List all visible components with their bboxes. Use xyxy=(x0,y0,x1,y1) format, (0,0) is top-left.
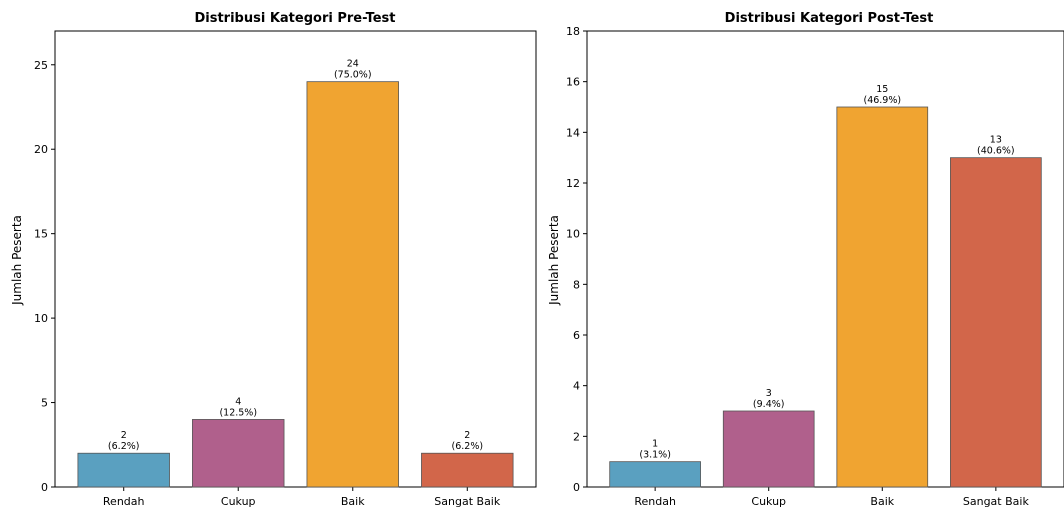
pre-test-data-label-percent: (6.2%) xyxy=(108,441,140,452)
pre-test-xtick-label: Sangat Baik xyxy=(434,495,501,507)
pre-test-ytick-label: 10 xyxy=(34,312,48,325)
post-test-ytick-label: 10 xyxy=(566,228,580,241)
pre-test-data-label-percent: (6.2%) xyxy=(452,441,484,452)
post-test-ylabel: Jumlah Peserta xyxy=(547,215,561,306)
post-test-data-label-count: 13 xyxy=(990,135,1002,146)
pre-test-bars: 2(6.2%)4(12.5%)24(75.0%)2(6.2%) xyxy=(77,59,514,488)
post-test-xtick-label: Rendah xyxy=(634,495,676,507)
post-test-plot-frame xyxy=(586,30,1064,488)
pre-test-data-label-count: 4 xyxy=(235,396,241,407)
pre-test-data-label-count: 24 xyxy=(347,59,359,70)
post-test-data-label-count: 3 xyxy=(766,388,772,399)
pre-test-ytick-label: 20 xyxy=(34,143,48,156)
pre-test-xtick-label: Cukup xyxy=(221,495,256,507)
post-test-bar-baik xyxy=(836,106,929,488)
post-test-ytick-label: 0 xyxy=(573,481,580,494)
pre-test-bar-cukup xyxy=(192,419,285,488)
post-test-ytick-label: 12 xyxy=(566,177,580,190)
post-test-bar-rendah xyxy=(609,461,701,488)
post-test-bars: 1(3.1%) 3(9.4%) 15(46.9%) 13(40.6%) xyxy=(609,84,1042,488)
post-test-data-label-percent: (9.4%) xyxy=(753,399,785,410)
pre-test-bar-sangat-baik xyxy=(421,452,514,488)
pre-test-chart: Distribusi Kategori Pre-Test Jumlah Pese… xyxy=(10,11,537,507)
post-test-data-label-count: 1 xyxy=(652,439,658,450)
pre-test-ytick-label: 25 xyxy=(34,59,48,72)
post-test-data-label-count: 15 xyxy=(876,84,888,95)
pre-test-axes: 0 5 10 15 20 25 Rendah Cukup Baik Sangat Baik xyxy=(34,30,537,507)
post-test-ytick-label: 18 xyxy=(566,25,580,38)
pre-test-data-label-count: 2 xyxy=(464,430,470,441)
pre-test-title: Distribusi Kategori Pre-Test xyxy=(194,11,395,26)
pre-test-data-label-percent: (12.5%) xyxy=(219,407,257,418)
pre-test-bar-baik xyxy=(306,81,399,488)
post-test-axes: 0 2 4 6 8 10 12 14 16 18 Rendah Cukup Baik Sangat Bai… xyxy=(566,25,1064,507)
post-test-bar-sangat-baik xyxy=(950,157,1042,488)
post-test-ytick-label: 6 xyxy=(573,329,580,342)
post-test-data-label-percent: (40.6%) xyxy=(977,146,1015,157)
post-test-ytick-label: 2 xyxy=(573,430,580,443)
post-test-bar-cukup xyxy=(722,410,815,488)
post-test-xtick-label: Baik xyxy=(870,495,894,507)
post-test-chart: Distribusi Kategori Post-Test Jumlah Pes… xyxy=(547,11,1064,507)
pre-test-ytick-label: 0 xyxy=(41,481,48,494)
pre-test-data-label-count: 2 xyxy=(121,430,127,441)
post-test-data-label-percent: (3.1%) xyxy=(639,450,671,461)
post-test-xtick-label: Sangat Baik xyxy=(963,495,1030,507)
post-test-ytick-label: 14 xyxy=(566,126,580,139)
pre-test-bar-rendah xyxy=(77,452,170,488)
post-test-title: Distribusi Kategori Post-Test xyxy=(725,11,934,26)
pre-test-plot-frame xyxy=(54,30,537,488)
post-test-ytick-label: 4 xyxy=(573,380,580,393)
pre-test-ylabel: Jumlah Peserta xyxy=(10,215,24,306)
post-test-ytick-label: 16 xyxy=(566,76,580,89)
pre-test-xtick-label: Baik xyxy=(341,495,365,507)
pre-test-ytick-label: 15 xyxy=(34,228,48,241)
pre-test-data-label-percent: (75.0%) xyxy=(334,70,372,81)
post-test-data-label-percent: (46.9%) xyxy=(863,95,901,106)
post-test-ytick-label: 8 xyxy=(573,278,580,291)
pre-test-ytick-label: 5 xyxy=(41,397,48,410)
pre-test-xtick-label: Rendah xyxy=(103,495,145,507)
post-test-xtick-label: Cukup xyxy=(751,495,786,507)
